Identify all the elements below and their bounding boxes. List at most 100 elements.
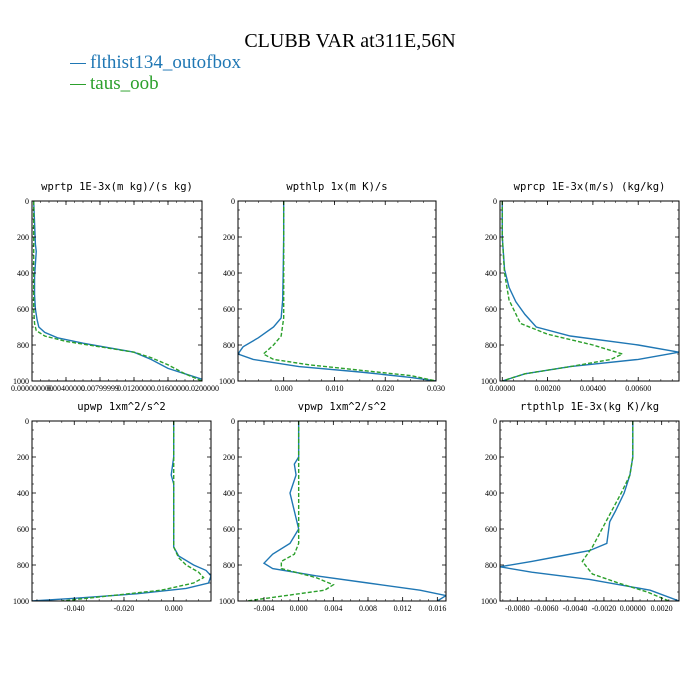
series-line-2 [262, 201, 436, 381]
x-tick-label: 0.0020 [651, 604, 673, 613]
y-tick-label: 600 [485, 305, 497, 314]
y-tick-label: 1000 [481, 597, 497, 606]
x-tick-label: 0.000 [290, 604, 308, 613]
x-tick-label: 0.00400 [580, 384, 606, 393]
y-tick-label: 800 [223, 341, 235, 350]
y-tick-label: 0 [231, 197, 235, 206]
subplot-title: wprtp 1E-3x(m kg)/(s kg) [41, 181, 193, 193]
legend-label: flthist134_outofbox [90, 52, 241, 73]
y-tick-label: 800 [485, 561, 497, 570]
y-tick-label: 400 [17, 489, 29, 498]
x-tick-label: 0.020 [376, 384, 394, 393]
subplot-6: rtpthlp 1E-3x(kg K)/kg02004006008001000-… [481, 401, 680, 613]
legend-item-taus-oob: taus_oob [70, 73, 241, 94]
y-tick-label: 400 [17, 269, 29, 278]
series-line-2 [61, 421, 205, 601]
y-tick-label: 600 [17, 305, 29, 314]
subplot-5: vpwp 1xm^2/s^2 0 200 400 600 800 1000 -0.004 0.0… [219, 401, 447, 613]
x-tick-label: -0.0020 [592, 604, 617, 613]
y-tick-label: 200 [485, 233, 497, 242]
y-tick-label: 1000 [13, 377, 29, 386]
x-tick-label: -0.004 [254, 604, 275, 613]
series-line-1 [500, 421, 679, 601]
plot-frame [31, 420, 212, 602]
y-tick-label: 0 [25, 197, 29, 206]
x-tick-label: 0.000000000 [11, 384, 53, 393]
x-tick-label: 0.016 [428, 604, 446, 613]
plot-frame [499, 200, 680, 382]
x-tick-label: -0.040 [64, 604, 85, 613]
y-tick-label: 200 [17, 233, 29, 242]
x-tick-label: 0.010 [325, 384, 343, 393]
x-tick-label: 0.008 [359, 604, 377, 613]
plot-frame [499, 420, 680, 602]
plot-frame [31, 200, 203, 382]
x-tick-label: -0.0040 [563, 604, 588, 613]
series-line-2 [246, 421, 335, 601]
subplot-4: upwp 1xm^2/s^2 0 200 400 600 800 1000 -0.040 -0.… [13, 401, 212, 613]
legend-label: taus_oob [90, 73, 159, 94]
subplot-title: rtpthlp 1E-3x(kg K)/kg [520, 401, 659, 413]
y-tick-label: 800 [17, 341, 29, 350]
y-tick-label: 600 [223, 305, 235, 314]
series-line-2 [581, 421, 670, 601]
subplot-title: upwp 1xm^2/s^2 [77, 401, 166, 413]
y-tick-label: 1000 [219, 597, 235, 606]
x-tick-label: 0.012 [394, 604, 412, 613]
x-tick-label: 0.000 [165, 604, 183, 613]
subplot-1: wprtp 1E-3x(m kg)/(s kg) 0 200 400 600 800 100… [11, 181, 219, 393]
subplot-title: wprcp 1E-3x(m/s) (kg/kg) [514, 181, 666, 193]
subplot-title: wpthlp 1x(m K)/s [286, 181, 387, 193]
y-tick-label: 600 [485, 525, 497, 534]
y-tick-label: 400 [485, 269, 497, 278]
y-tick-label: 400 [485, 489, 497, 498]
x-tick-label: 0.00600 [625, 384, 651, 393]
y-tick-label: 0 [493, 417, 497, 426]
x-tick-label: 0.030 [427, 384, 445, 393]
x-tick-label: 0.00799999 [81, 384, 119, 393]
plot-frame [237, 420, 447, 602]
legend: flthist134_outofbox taus_oob [70, 52, 241, 94]
y-tick-label: 1000 [13, 597, 29, 606]
y-tick-label: 200 [223, 453, 235, 462]
series-line-1 [501, 201, 679, 381]
y-tick-label: 400 [223, 489, 235, 498]
y-tick-label: 1000 [219, 377, 235, 386]
x-tick-label: 0.00400000 [47, 384, 85, 393]
x-tick-label: -0.020 [114, 604, 135, 613]
series-line-1 [33, 201, 202, 380]
y-tick-label: 400 [223, 269, 235, 278]
series-line-1 [238, 201, 436, 381]
x-tick-label: 0.004 [324, 604, 342, 613]
legend-line-icon [70, 84, 86, 86]
y-tick-label: 800 [485, 341, 497, 350]
figure-title: CLUBB VAR at311E,56N [244, 30, 456, 52]
x-tick-label: 0.000 [275, 384, 293, 393]
subplot-2: wpthlp 1x(m K)/s 0 200 400 600 800 1000 0.000 0.… [219, 181, 445, 393]
y-tick-label: 600 [223, 525, 235, 534]
y-tick-label: 1000 [481, 377, 497, 386]
y-tick-label: 200 [17, 453, 29, 462]
x-tick-label: 0.0200000 [185, 384, 219, 393]
x-tick-label: -0.0060 [534, 604, 559, 613]
subplot-title: vpwp 1xm^2/s^2 [298, 401, 387, 413]
y-tick-label: 800 [223, 561, 235, 570]
y-tick-label: 200 [485, 453, 497, 462]
x-tick-label: -0.0080 [505, 604, 530, 613]
plot-frame [237, 200, 437, 382]
y-tick-label: 600 [17, 525, 29, 534]
y-tick-label: 0 [493, 197, 497, 206]
y-tick-label: 0 [231, 417, 235, 426]
y-tick-label: 0 [25, 417, 29, 426]
series-line-1 [262, 421, 446, 601]
series-line-1 [32, 421, 211, 601]
x-tick-label: 0.00000 [489, 384, 515, 393]
legend-line-icon [70, 63, 86, 65]
y-tick-label: 200 [223, 233, 235, 242]
legend-item-flthist134: flthist134_outofbox [70, 52, 241, 73]
x-tick-label: 0.00000 [620, 604, 646, 613]
x-tick-label: 0.00200 [535, 384, 561, 393]
series-line-2 [33, 201, 202, 381]
